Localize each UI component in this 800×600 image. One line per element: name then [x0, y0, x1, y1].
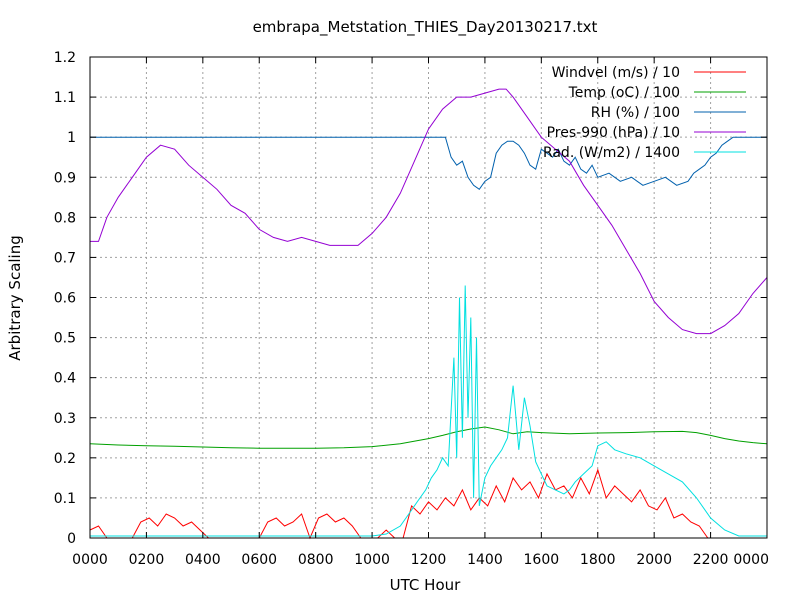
x-tick-label: 1400 — [467, 552, 503, 568]
y-ticks: 0 0.1 0.2 0.3 0.4 0.5 0.6 0.7 0.8 0.9 1 1.1 1.2 — [54, 50, 767, 547]
x-axis-label: UTC Hour — [390, 576, 461, 594]
x-tick-label: 2000 — [636, 552, 672, 568]
y-tick-label: 1.2 — [54, 50, 76, 66]
y-tick-label: 0.3 — [54, 411, 76, 427]
y-axis-label: Arbitrary Scaling — [6, 235, 24, 361]
y-tick-label: 0.4 — [54, 371, 76, 387]
legend-label-0: Windvel (m/s) / 10 — [552, 65, 680, 81]
y-tick-label: 1 — [67, 130, 76, 146]
x-tick-label: 1000 — [354, 552, 390, 568]
x-tick-label: 0600 — [241, 552, 277, 568]
series-line-2 — [90, 136, 767, 190]
y-tick-label: 0.6 — [54, 291, 76, 307]
x-tick-label: 0400 — [185, 552, 221, 568]
y-tick-label: 0.2 — [54, 451, 76, 467]
y-tick-label: 0.1 — [54, 491, 76, 507]
x-tick-label: 1200 — [411, 552, 447, 568]
y-tick-label: 0 — [67, 531, 76, 547]
y-tick-label: 0.8 — [54, 210, 76, 226]
legend-label-2: RH (%) / 100 — [591, 105, 680, 121]
legend-label-3: Pres-990 (hPa) / 10 — [547, 125, 680, 141]
x-tick-label: 1800 — [580, 552, 616, 568]
series-line-4 — [90, 285, 767, 537]
x-tick-label: 0800 — [298, 552, 334, 568]
legend: Windvel (m/s) / 10 Temp (oC) / 100 RH (%) … — [543, 65, 746, 161]
chart-title: embrapa_Metstation_THIES_Day20130217.txt — [253, 18, 598, 37]
y-tick-label: 0.5 — [54, 331, 76, 347]
x-tick-label: 2200 — [693, 552, 729, 568]
x-tick-label: 0000 — [733, 552, 769, 568]
y-tick-label: 1.1 — [54, 90, 76, 106]
y-tick-label: 0.7 — [54, 250, 76, 266]
legend-label-1: Temp (oC) / 100 — [568, 85, 680, 101]
x-ticks: 0000 0200 0400 0600 0800 1000 1200 1400 1600 1800… — [72, 57, 769, 568]
x-tick-label: 1600 — [524, 552, 560, 568]
y-tick-label: 0.9 — [54, 170, 76, 186]
x-tick-label: 0200 — [129, 552, 165, 568]
x-tick-label: 0000 — [72, 552, 108, 568]
legend-label-4: Rad. (W/m2) / 1400 — [543, 145, 680, 161]
series-line-3 — [90, 88, 768, 335]
